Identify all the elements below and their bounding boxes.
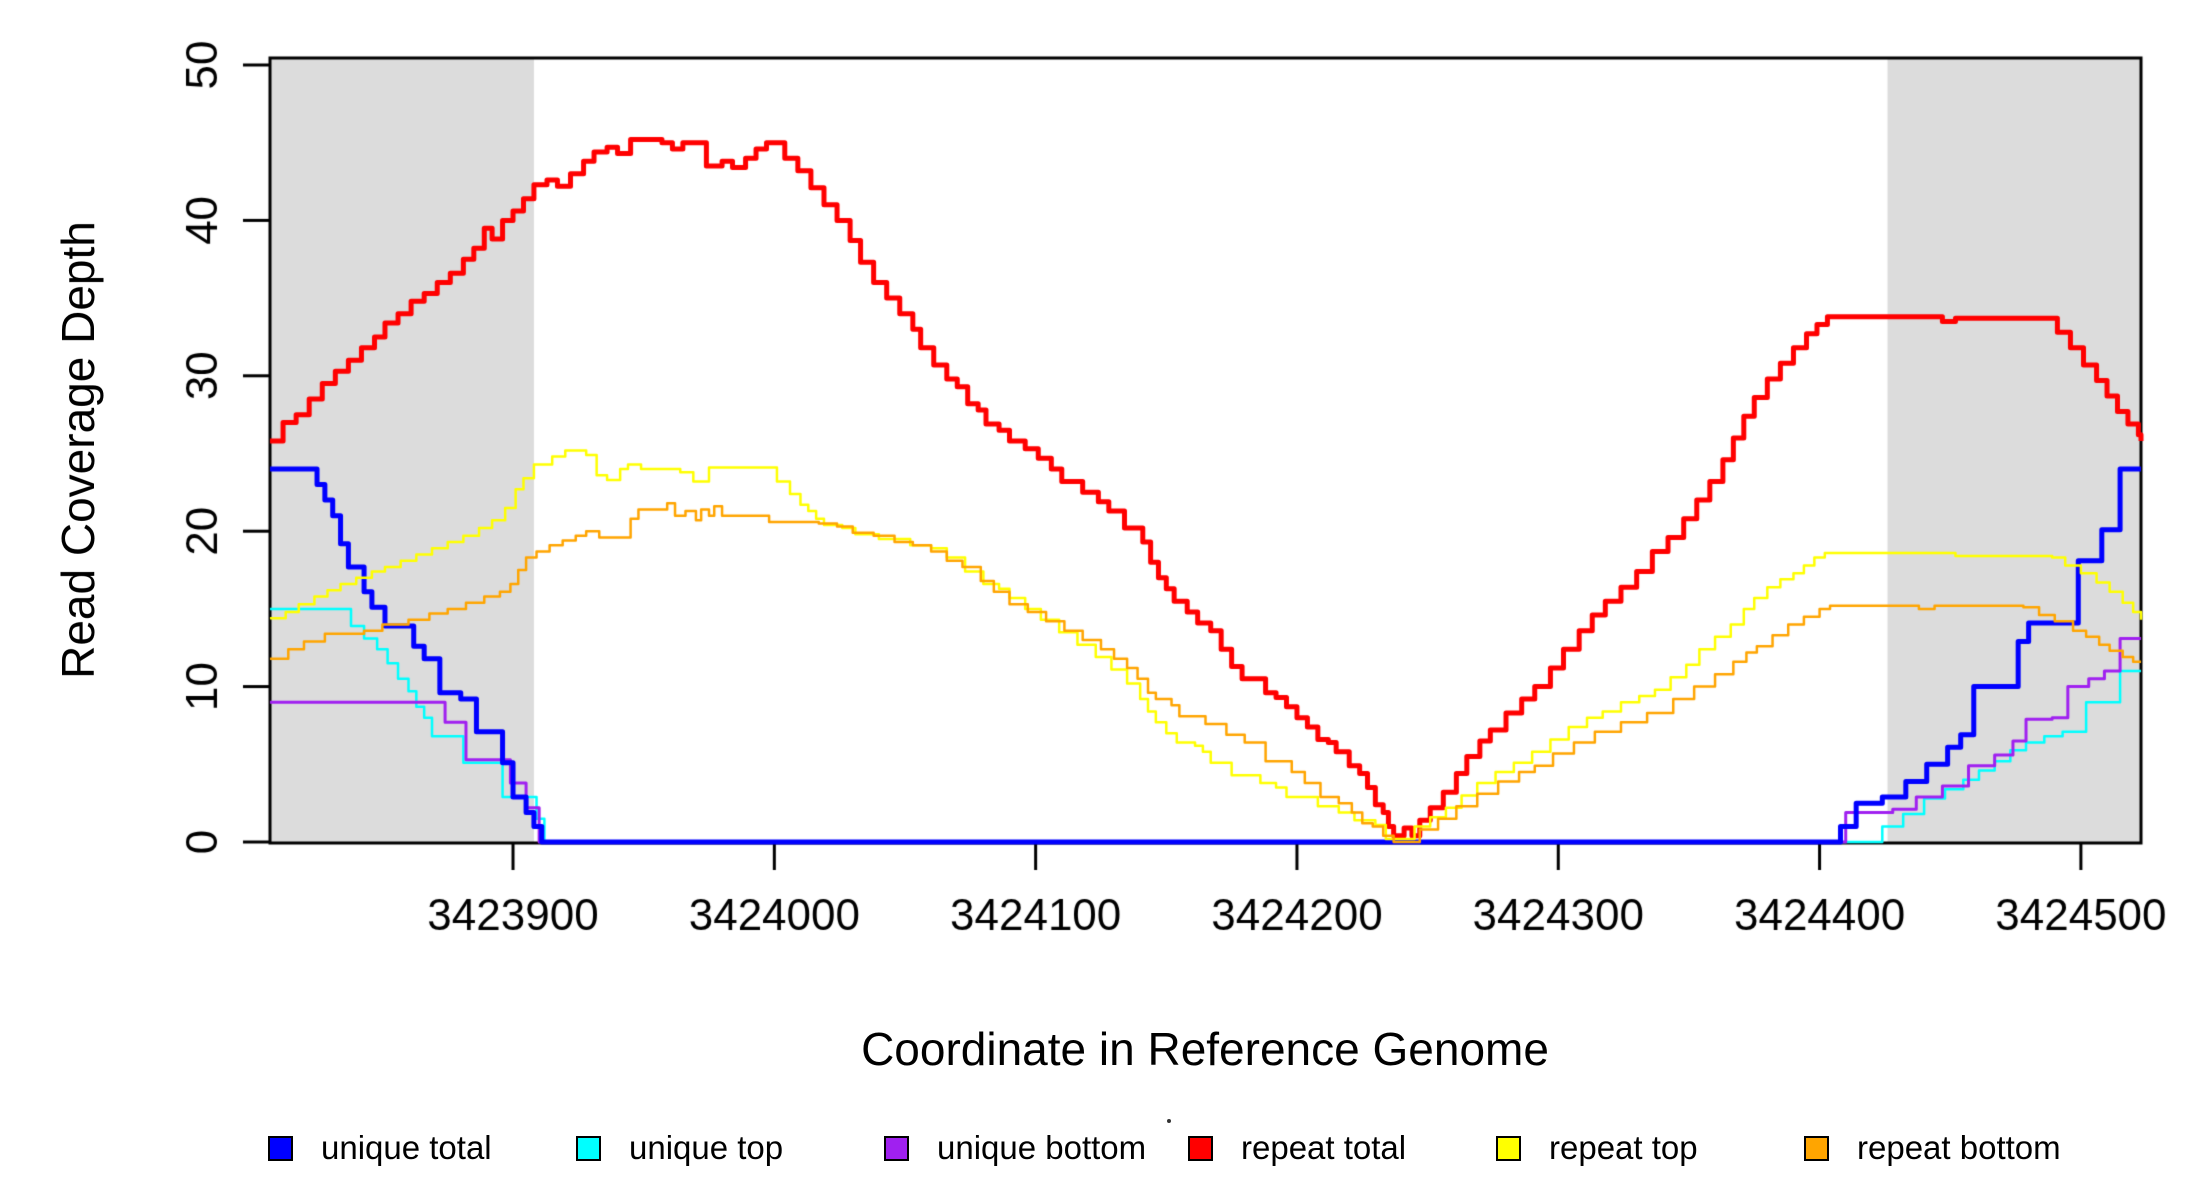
legend-label: unique top <box>629 1129 784 1166</box>
legend-item-repeat-top: repeat top <box>1496 1129 1698 1166</box>
legend-item-unique-total: unique total <box>268 1129 492 1166</box>
repeat-total-swatch-icon <box>1188 1135 1213 1161</box>
unique-total-swatch-icon <box>268 1135 293 1161</box>
y-axis-title: Read Coverage Depth <box>52 221 104 679</box>
legend-item-repeat-total: repeat total <box>1188 1129 1407 1166</box>
legend-item-unique-bottom: unique bottom <box>884 1129 1147 1166</box>
legend-label: unique total <box>321 1129 492 1166</box>
legend-label: repeat total <box>1241 1129 1407 1166</box>
unique-bottom-swatch-icon <box>884 1135 909 1161</box>
legend-item-repeat-bottom: repeat bottom <box>1804 1129 2061 1166</box>
stray-dot-artifact <box>1167 1119 1171 1123</box>
legend-label: repeat top <box>1549 1129 1698 1166</box>
unique-top-swatch-icon <box>576 1135 601 1161</box>
legend-label: repeat bottom <box>1857 1129 2061 1166</box>
repeat-top-swatch-icon <box>1496 1135 1521 1161</box>
legend-item-unique-top: unique top <box>576 1129 784 1166</box>
legend-label: unique bottom <box>937 1129 1147 1166</box>
x-axis-title: Coordinate in Reference Genome <box>861 1023 1549 1075</box>
repeat-bottom-swatch-icon <box>1804 1135 1829 1161</box>
